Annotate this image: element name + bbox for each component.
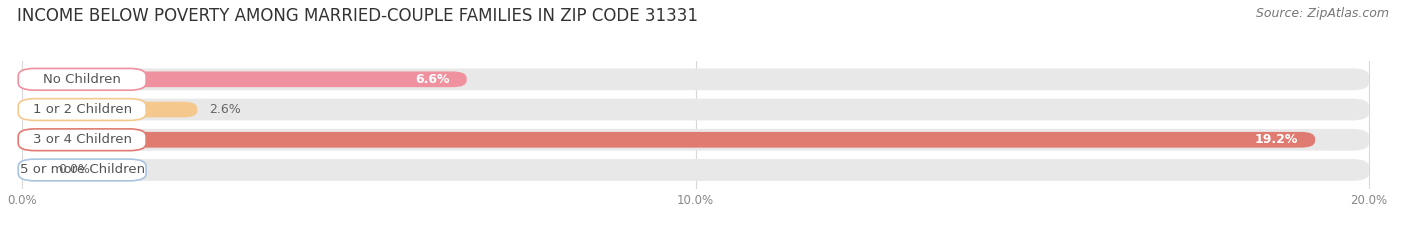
FancyBboxPatch shape	[22, 99, 1369, 120]
FancyBboxPatch shape	[18, 129, 146, 151]
Text: 5 or more Children: 5 or more Children	[20, 164, 145, 176]
Text: 6.6%: 6.6%	[415, 73, 450, 86]
Text: 19.2%: 19.2%	[1254, 133, 1298, 146]
Text: Source: ZipAtlas.com: Source: ZipAtlas.com	[1256, 7, 1389, 20]
Text: INCOME BELOW POVERTY AMONG MARRIED-COUPLE FAMILIES IN ZIP CODE 31331: INCOME BELOW POVERTY AMONG MARRIED-COUPL…	[17, 7, 697, 25]
FancyBboxPatch shape	[22, 72, 467, 87]
Text: No Children: No Children	[44, 73, 121, 86]
FancyBboxPatch shape	[22, 69, 1369, 90]
Text: 1 or 2 Children: 1 or 2 Children	[32, 103, 132, 116]
FancyBboxPatch shape	[18, 159, 146, 181]
FancyBboxPatch shape	[22, 162, 46, 178]
Text: 0.0%: 0.0%	[58, 164, 90, 176]
FancyBboxPatch shape	[22, 159, 1369, 181]
FancyBboxPatch shape	[22, 102, 197, 117]
FancyBboxPatch shape	[18, 99, 146, 120]
FancyBboxPatch shape	[18, 69, 146, 90]
FancyBboxPatch shape	[22, 129, 1369, 151]
Text: 3 or 4 Children: 3 or 4 Children	[32, 133, 132, 146]
FancyBboxPatch shape	[22, 132, 1315, 148]
Text: 2.6%: 2.6%	[209, 103, 242, 116]
